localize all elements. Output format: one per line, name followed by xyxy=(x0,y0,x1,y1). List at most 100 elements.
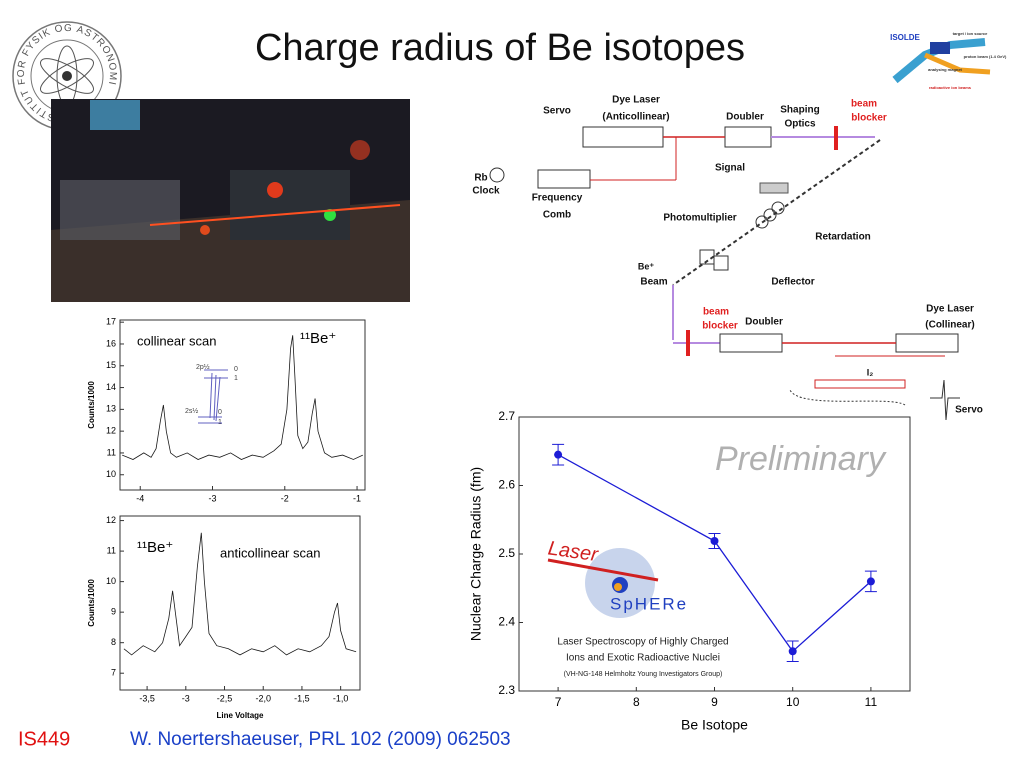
y-tick-label: 10 xyxy=(106,576,116,586)
y-tick-label: 13 xyxy=(106,404,116,414)
x-tick-label: -2,0 xyxy=(255,693,271,703)
setup-label: Dye Laser xyxy=(612,95,660,106)
x-tick-label: -3 xyxy=(208,493,216,503)
setup-label: Deflector xyxy=(771,277,814,288)
y-tick-label: 14 xyxy=(106,382,116,392)
y-tick-label: 12 xyxy=(106,515,116,525)
setup-label: Comb xyxy=(543,210,571,221)
y-tick-label: 2.5 xyxy=(498,546,515,560)
y-axis-label: Nuclear Charge Radius (fm) xyxy=(468,467,484,641)
data-line xyxy=(123,532,357,656)
experiment-id: IS449 xyxy=(18,728,70,750)
setup-diagram xyxy=(489,126,960,421)
data-line xyxy=(122,335,363,460)
x-tick-label: -1,5 xyxy=(294,693,310,703)
title: Charge radius of Be isotopes xyxy=(255,27,745,69)
setup-label: Rb xyxy=(474,173,487,184)
y-tick-label: 10 xyxy=(106,469,116,479)
level-label: 0 xyxy=(234,366,238,373)
y-tick-label: 17 xyxy=(106,317,116,327)
scan-label: anticollinear scan xyxy=(220,545,320,560)
level-label: 0 xyxy=(218,409,222,416)
sphere-line: Laser Spectroscopy of Highly Charged xyxy=(557,637,728,648)
setup-label: I₂ xyxy=(867,367,874,377)
setup-label: Be⁺ xyxy=(638,261,655,271)
x-tick-label: -4 xyxy=(136,493,144,503)
plot-frame xyxy=(119,319,366,491)
y-tick-label: 11 xyxy=(107,545,116,555)
data-point xyxy=(866,577,875,586)
x-tick-label: -2 xyxy=(281,493,289,503)
lab-photo xyxy=(51,99,410,302)
data-point xyxy=(788,647,797,656)
setup-label: Frequency xyxy=(532,193,583,204)
x-axis-label: Line Voltage xyxy=(217,711,265,720)
y-tick-label: 9 xyxy=(111,607,116,617)
x-tick-label: -1,0 xyxy=(333,693,349,703)
setup-label: Doubler xyxy=(745,317,783,328)
setup-label: Shaping xyxy=(780,105,819,116)
isotope-label: ¹¹Be⁺ xyxy=(137,539,173,556)
data-line xyxy=(557,454,872,653)
setup-label: beam xyxy=(851,99,877,110)
setup-label: Retardation xyxy=(815,232,871,243)
level-label: 1 xyxy=(218,419,222,426)
y-tick-label: 2.4 xyxy=(498,615,515,629)
x-tick-label: -3,5 xyxy=(139,693,155,703)
plot-frame xyxy=(119,515,361,691)
setup-label: (Anticollinear) xyxy=(602,112,669,123)
y-axis-label: Counts/1000 xyxy=(87,381,96,429)
y-tick-label: 7 xyxy=(111,668,116,678)
sphere-line: Ions and Exotic Radioactive Nuclei xyxy=(566,653,720,664)
setup-label: Clock xyxy=(472,186,500,197)
y-tick-label: 8 xyxy=(111,637,116,647)
setup-label: beam xyxy=(703,307,729,318)
level-label: 2p½ xyxy=(196,363,210,371)
data-point xyxy=(710,536,719,545)
setup-label: Signal xyxy=(715,163,745,174)
setup-label: Dye Laser xyxy=(926,304,974,315)
x-tick-label: -2,5 xyxy=(217,693,233,703)
sphere-bottom: SpHERe xyxy=(610,594,688,613)
level-label: 2s½ xyxy=(185,407,198,415)
y-tick-label: 2.3 xyxy=(498,683,515,697)
reference: W. Noertershaeuser, PRL 102 (2009) 06250… xyxy=(130,729,511,750)
setup-label: Photomultiplier xyxy=(663,213,736,224)
x-tick-label: 8 xyxy=(633,695,640,709)
x-tick-label: 9 xyxy=(711,695,718,709)
setup-label: Servo xyxy=(543,106,571,117)
preliminary-note: Preliminary xyxy=(715,440,887,478)
isotope-label: ¹¹Be⁺ xyxy=(300,330,336,347)
setup-label: blocker xyxy=(851,113,887,124)
x-tick-label: -1 xyxy=(353,493,361,503)
setup-label: Beam xyxy=(640,277,667,288)
setup-label: Servo xyxy=(955,405,983,416)
setup-label: (Collinear) xyxy=(925,320,974,331)
isolde-diagram xyxy=(880,28,1000,98)
y-tick-label: 16 xyxy=(106,338,116,348)
scan-label: collinear scan xyxy=(137,333,217,348)
sphere-logo xyxy=(547,548,659,618)
y-axis-label: Counts/1000 xyxy=(87,579,96,627)
setup-label: Doubler xyxy=(726,112,764,123)
y-tick-label: 11 xyxy=(107,447,116,457)
y-tick-label: 12 xyxy=(106,426,116,436)
setup-label: blocker xyxy=(702,321,738,332)
isolde-label: target / ion source xyxy=(953,31,988,36)
data-point xyxy=(554,450,563,459)
x-tick-label: 7 xyxy=(555,695,562,709)
y-tick-label: 2.7 xyxy=(498,409,515,423)
isolde-label: ISOLDE xyxy=(890,33,920,42)
x-tick-label: 10 xyxy=(786,695,800,709)
x-tick-label: 11 xyxy=(865,695,878,709)
x-axis-label: Be Isotope xyxy=(681,717,748,733)
isolde-label: analysing magnet xyxy=(928,67,962,72)
y-tick-label: 2.6 xyxy=(498,478,515,492)
setup-label: Optics xyxy=(784,119,816,130)
level-label: 1 xyxy=(234,375,238,382)
y-tick-label: 15 xyxy=(106,360,116,370)
x-tick-label: -3 xyxy=(182,693,190,703)
level-scheme xyxy=(198,369,228,424)
isolde-label: radioactive ion beams xyxy=(929,85,972,90)
